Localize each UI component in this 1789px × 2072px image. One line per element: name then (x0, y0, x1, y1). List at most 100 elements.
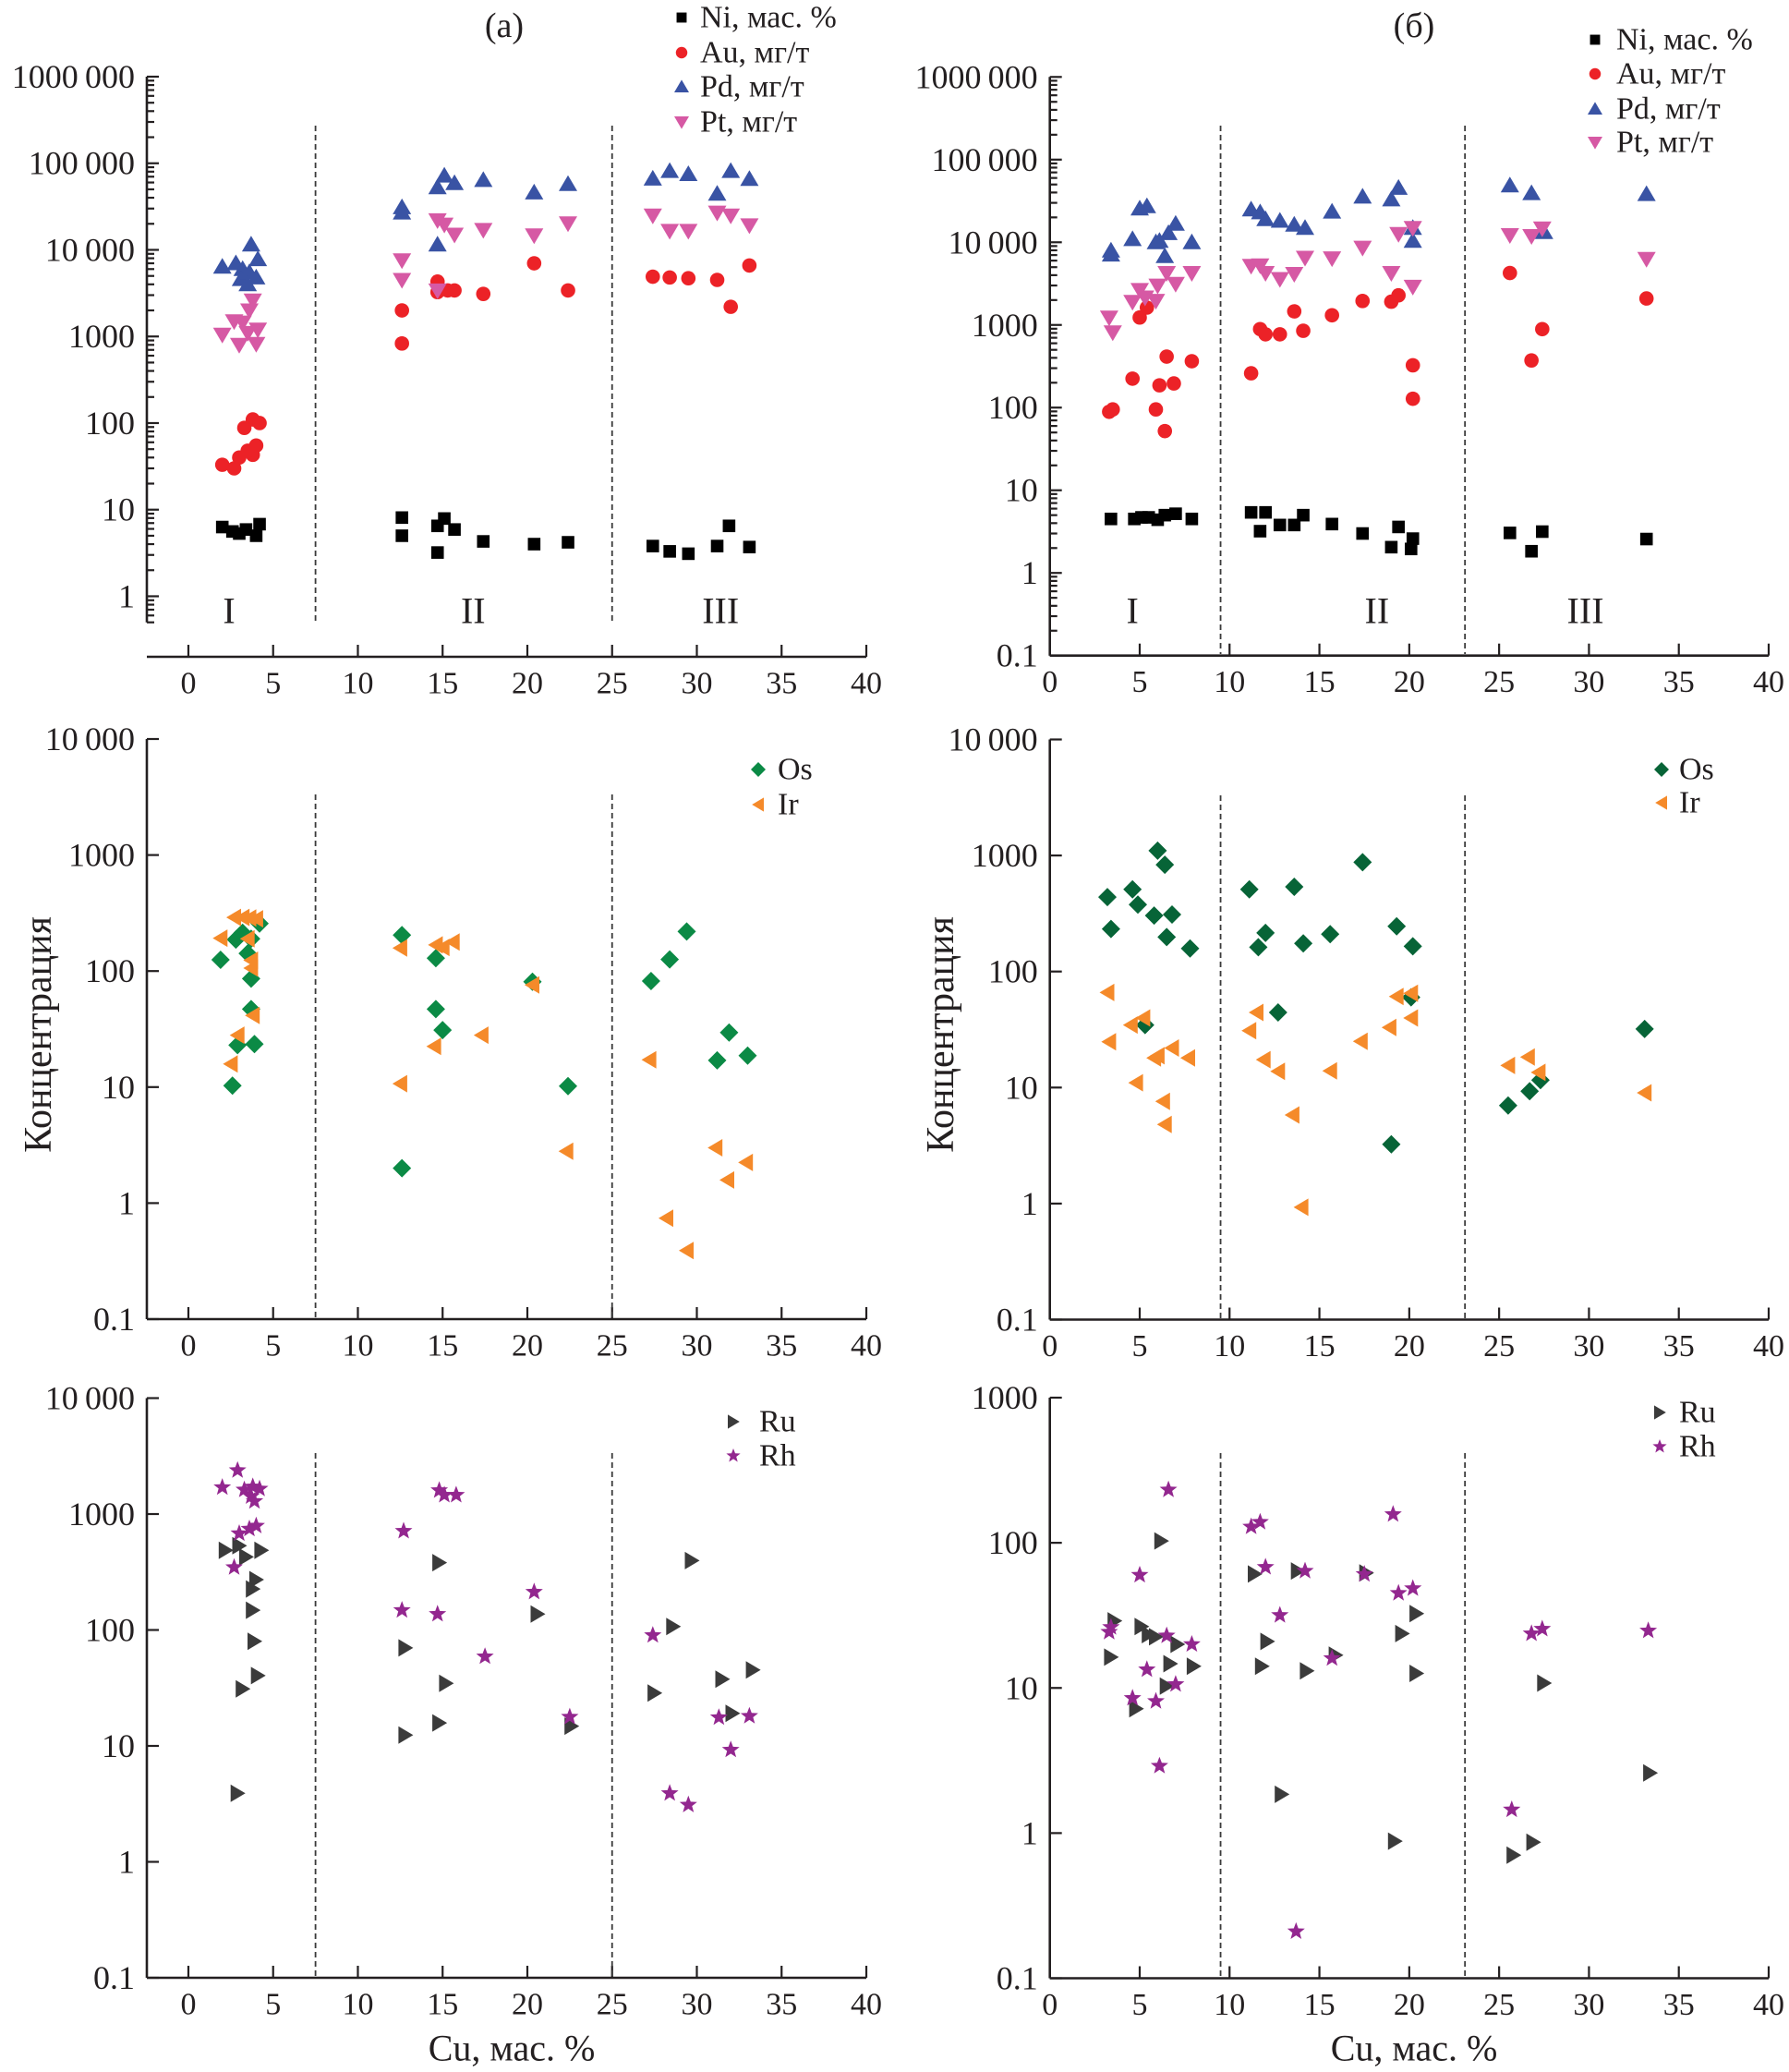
data-point-pt (1382, 266, 1401, 282)
data-point-ni (1504, 527, 1517, 539)
zone-label-III: III (702, 590, 739, 632)
data-point-ir (1122, 1016, 1138, 1035)
series-rh (1100, 1480, 1658, 1939)
y-tick-label: 1 (1021, 1185, 1038, 1222)
data-point-rh (242, 1486, 260, 1504)
data-point-os (1180, 939, 1200, 958)
data-point-au (1106, 402, 1120, 418)
panel-a-top: 1 10 100 1000 10 000 100 000 1000 000 0 5 10 15 20 2… (12, 1, 882, 701)
x-tick-label: 0 (180, 667, 196, 701)
data-point-au (394, 336, 409, 351)
data-point-pt (1500, 228, 1519, 244)
x-tick-label: 35 (766, 667, 797, 701)
legend-entry-pd: Pd, мг/т (1588, 92, 1721, 127)
data-point-rh (429, 1605, 447, 1622)
data-point-ru (647, 1684, 663, 1702)
data-point-pd (1403, 232, 1422, 248)
data-point-ir (558, 1142, 574, 1160)
data-point-os (707, 1050, 727, 1070)
data-point-rh (1182, 1635, 1201, 1652)
data-point-os (641, 972, 660, 990)
data-point-au (1243, 366, 1259, 381)
legend-label-ni: Ni, мас. % (700, 1, 837, 35)
legend: Ni, мас. %Au, мг/тPd, мг/тPt, мг/т (674, 1, 837, 139)
data-point-ru (1275, 1785, 1290, 1803)
x-tick-label: 5 (1131, 1329, 1147, 1363)
data-point-pd (247, 268, 266, 285)
x-tick-label: 30 (1573, 1988, 1604, 2022)
legend-label-pt: Pt, мг/т (1616, 126, 1713, 160)
data-point-ni (682, 547, 695, 561)
legend-marker-os (751, 762, 766, 777)
data-point-ni (215, 520, 229, 534)
data-point-os (1155, 855, 1175, 875)
data-point-pd (428, 236, 447, 252)
data-point-ni (646, 539, 659, 552)
x-tick-label: 35 (1663, 1329, 1695, 1363)
y-tick-label: 10 000 (948, 224, 1037, 261)
data-point-ni (1525, 544, 1538, 558)
data-point-pt (243, 293, 262, 309)
data-point-ru (398, 1726, 414, 1744)
data-point-au (742, 258, 757, 273)
y-tick-label: 10 000 (45, 721, 135, 757)
data-point-os (677, 922, 696, 941)
data-point-pt (428, 283, 447, 299)
series-pt (1099, 221, 1656, 342)
data-point-rh (1287, 1921, 1305, 1939)
data-point-rh (435, 1485, 453, 1503)
data-point-ni (1158, 508, 1172, 522)
data-point-pt (1353, 240, 1372, 257)
data-point-ru (1537, 1674, 1553, 1692)
x-tick-label: 10 (342, 1329, 373, 1363)
x-tick-label: 10 (342, 1988, 373, 2022)
y-tick-label: 10 (1005, 1069, 1038, 1106)
x-tick-label: 10 (1214, 1329, 1245, 1363)
data-point-rh (236, 1480, 253, 1497)
series-ir (1099, 983, 1652, 1217)
data-point-au (1148, 402, 1164, 418)
data-point-pt (1296, 250, 1314, 267)
data-point-au (645, 269, 660, 285)
x-tick-label: 10 (1214, 1988, 1245, 2022)
data-point-ir (1270, 1062, 1286, 1081)
data-point-ru (248, 1632, 262, 1651)
data-point-pd (393, 203, 412, 220)
y-tick-label: 100 (988, 953, 1038, 990)
data-point-pt (559, 216, 577, 233)
data-point-ru (246, 1601, 261, 1619)
data-point-pd (1637, 185, 1656, 201)
legend-label-ir: Ir (1679, 786, 1700, 820)
data-point-au (214, 457, 230, 472)
x-tick-label: 5 (265, 1988, 281, 2022)
data-point-ni (562, 536, 574, 549)
data-point-rh (430, 1481, 449, 1498)
y-tick-label: 1000 (68, 318, 135, 355)
data-point-au (709, 273, 725, 287)
data-point-rh (1138, 1660, 1156, 1678)
data-point-pt (474, 223, 493, 239)
data-point-ir (1322, 1061, 1337, 1080)
x-tick-label: 25 (597, 1329, 628, 1363)
data-point-pt (740, 218, 759, 235)
data-point-pt (1403, 221, 1422, 237)
data-point-pt (240, 303, 259, 320)
x-tick-label: 40 (1753, 1329, 1784, 1363)
data-point-ni (395, 529, 408, 542)
data-point-ir (1128, 1073, 1143, 1092)
data-point-au (1272, 327, 1287, 342)
data-point-ir (1255, 1050, 1271, 1069)
data-point-ir (1352, 1032, 1368, 1050)
legend-marker-pd (674, 79, 689, 92)
legend-entry-os: Os (751, 753, 813, 787)
data-point-ni (1169, 507, 1182, 520)
x-tick-label: 15 (427, 667, 458, 701)
data-point-os (1098, 888, 1117, 907)
data-point-ni (710, 539, 724, 552)
data-point-os (1294, 934, 1313, 953)
data-point-os (1129, 895, 1147, 915)
data-point-pt (212, 327, 232, 344)
series-ni (215, 511, 756, 561)
